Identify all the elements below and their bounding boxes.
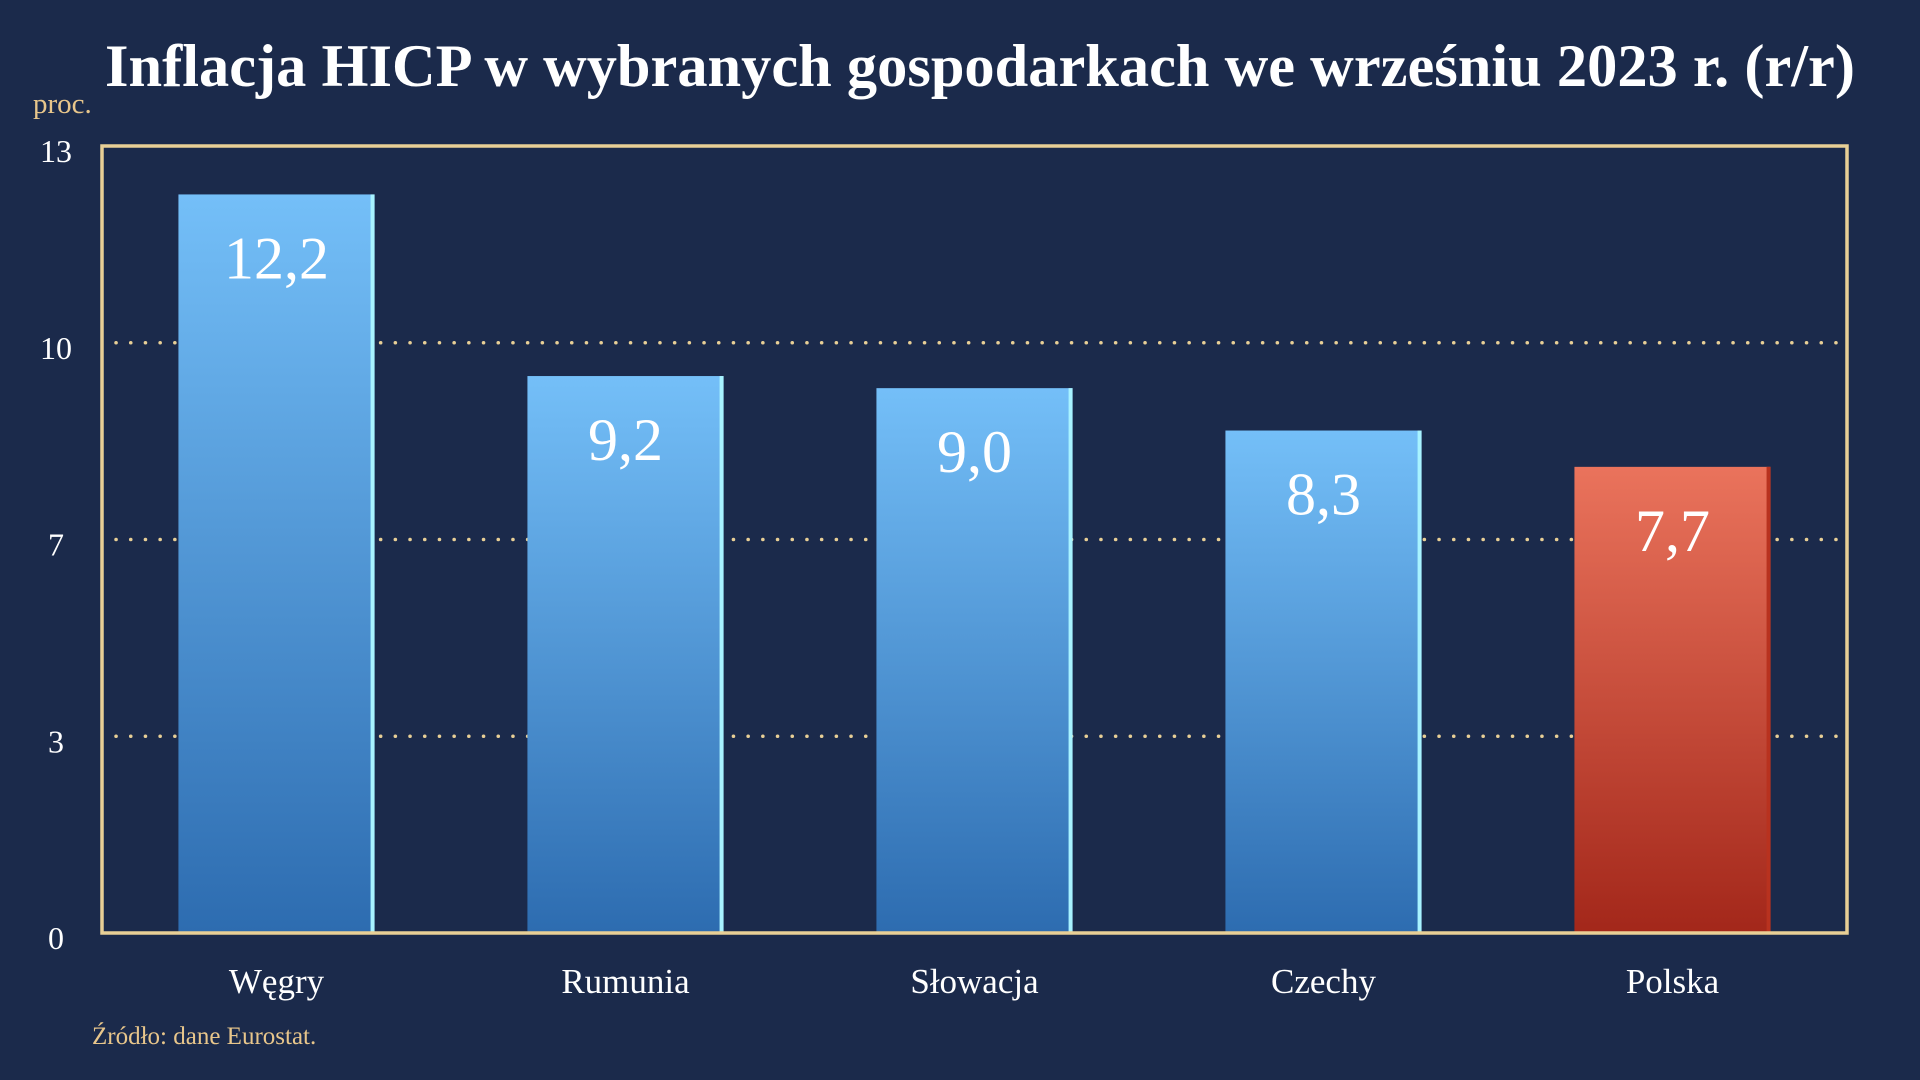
bar-edge-rumunia [719,376,724,933]
y-tick-label-2: 7 [48,527,64,563]
gridlines [114,341,1845,738]
bar-polska [1574,466,1771,933]
value-label-czechy: 8,3 [1286,462,1361,528]
bar-rumunia [527,376,724,933]
category-label-slowacja: Słowacja [910,962,1039,1001]
y-tick-label-3: 10 [40,330,72,366]
value-label-rumunia: 9,2 [588,407,663,473]
y-tick-label-1: 3 [48,723,64,759]
value-label-polska: 7,7 [1635,498,1710,564]
x-axis-category-labels: Węgry Rumunia Słowacja Czechy Polska [229,962,1720,1001]
category-label-czechy: Czechy [1271,962,1376,1001]
category-label-wegry: Węgry [229,962,325,1001]
bar-edge-polska [1766,466,1771,933]
bar-edge-wegry [370,194,375,933]
y-tick-label-0: 0 [48,920,64,956]
bars [178,194,1771,934]
bar-czechy [1225,430,1422,933]
category-label-polska: Polska [1626,962,1720,1001]
y-axis-unit-label: proc. [33,88,92,120]
value-label-wegry: 12,2 [224,225,329,291]
bar-edge-slowacja [1068,388,1073,934]
category-label-rumunia: Rumunia [561,962,690,1001]
chart-title: Inflacja HICP w wybranych gospodarkach w… [105,33,1855,99]
bar-edge-czechy [1417,430,1422,933]
bar-wegry [178,194,375,933]
source-note: Źródło: dane Eurostat. [92,1022,316,1050]
bar-value-labels: 12,2 9,2 9,0 8,3 7,7 [224,225,1710,563]
y-tick-label-4: 13 [40,133,72,169]
bar-slowacja [876,388,1073,934]
value-label-slowacja: 9,0 [937,419,1012,485]
y-axis-tick-labels: 0 3 7 10 13 [40,133,72,956]
plot-frame [100,144,1849,935]
